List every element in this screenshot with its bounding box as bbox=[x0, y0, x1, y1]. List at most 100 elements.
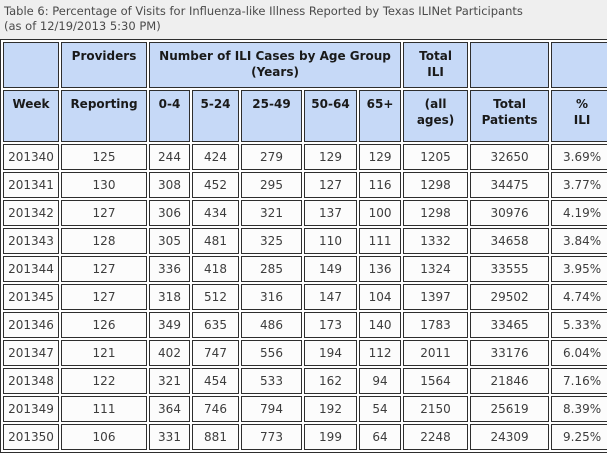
table-row: 201340 125 244 424 279 129 129 1205 32650 3.69% bbox=[3, 144, 607, 170]
table-row: 201346 126 349 635 486 173 140 1783 33465 5.33% bbox=[3, 312, 607, 338]
table-row: 201341 130 308 452 295 127 116 1298 34475 3.77% bbox=[3, 172, 607, 198]
table-cell: 321 bbox=[149, 368, 190, 394]
table-cell: 106 bbox=[61, 424, 147, 450]
table-cell: 126 bbox=[61, 312, 147, 338]
table-cell: 201343 bbox=[3, 228, 59, 254]
table-cell: 2150 bbox=[403, 396, 469, 422]
table-cell: 9.25% bbox=[551, 424, 607, 450]
table-cell: 2248 bbox=[403, 424, 469, 450]
table-cell: 33176 bbox=[470, 340, 550, 366]
table-cell: 533 bbox=[241, 368, 302, 394]
table-cell: 418 bbox=[192, 256, 239, 282]
table-cell: 125 bbox=[61, 144, 147, 170]
table-cell: 3.77% bbox=[551, 172, 607, 198]
table-cell: 3.69% bbox=[551, 144, 607, 170]
table-row: 201347 121 402 747 556 194 112 2011 33176 6.04% bbox=[3, 340, 607, 366]
header-total-patients: Total Patients bbox=[470, 90, 550, 142]
table-cell: 336 bbox=[149, 256, 190, 282]
table-row: 201344 127 336 418 285 149 136 1324 33555 3.95% bbox=[3, 256, 607, 282]
table-cell: 279 bbox=[241, 144, 302, 170]
header-age-65-plus: 65+ bbox=[359, 90, 402, 142]
table-cell: 1298 bbox=[403, 200, 469, 226]
table-row: 201345 127 318 512 316 147 104 1397 29502 4.74% bbox=[3, 284, 607, 310]
table-cell: 8.39% bbox=[551, 396, 607, 422]
table-cell: 111 bbox=[61, 396, 147, 422]
table-cell: 64 bbox=[359, 424, 402, 450]
table-cell: 308 bbox=[149, 172, 190, 198]
table-cell: 481 bbox=[192, 228, 239, 254]
table-cell: 4.74% bbox=[551, 284, 607, 310]
header-reporting: Reporting bbox=[61, 90, 147, 142]
table-cell: 116 bbox=[359, 172, 402, 198]
header-week-blank bbox=[3, 42, 59, 88]
header-pct-ili-blank bbox=[551, 42, 607, 88]
table-cell: 34658 bbox=[470, 228, 550, 254]
table-title: Table 6: Percentage of Visits for Influe… bbox=[4, 4, 523, 33]
table-cell: 173 bbox=[304, 312, 357, 338]
table-cell: 2011 bbox=[403, 340, 469, 366]
table-cell: 244 bbox=[149, 144, 190, 170]
table-cell: 1783 bbox=[403, 312, 469, 338]
header-row-1: Providers Number of ILI Cases by Age Gro… bbox=[3, 42, 607, 88]
table-cell: 3.95% bbox=[551, 256, 607, 282]
table-cell: 316 bbox=[241, 284, 302, 310]
table-cell: 162 bbox=[304, 368, 357, 394]
table-cell: 434 bbox=[192, 200, 239, 226]
header-age-5-24: 5-24 bbox=[192, 90, 239, 142]
table-cell: 199 bbox=[304, 424, 357, 450]
table-cell: 201345 bbox=[3, 284, 59, 310]
table-cell: 201349 bbox=[3, 396, 59, 422]
header-week: Week bbox=[3, 90, 59, 142]
table-cell: 424 bbox=[192, 144, 239, 170]
table-cell: 325 bbox=[241, 228, 302, 254]
table-cell: 201342 bbox=[3, 200, 59, 226]
ili-table: Providers Number of ILI Cases by Age Gro… bbox=[0, 39, 607, 453]
header-age-25-49: 25-49 bbox=[241, 90, 302, 142]
table-row: 201348 122 321 454 533 162 94 1564 21846 7.16% bbox=[3, 368, 607, 394]
table-cell: 111 bbox=[359, 228, 402, 254]
table-row: 201343 128 305 481 325 110 111 1332 34658 3.84% bbox=[3, 228, 607, 254]
header-pct-ili: % ILI bbox=[551, 90, 607, 142]
header-row-2: Week Reporting 0-4 5-24 25-49 50-64 65+ … bbox=[3, 90, 607, 142]
table-cell: 7.16% bbox=[551, 368, 607, 394]
table-cell: 4.19% bbox=[551, 200, 607, 226]
table-cell: 3.84% bbox=[551, 228, 607, 254]
table-cell: 881 bbox=[192, 424, 239, 450]
table-cell: 24309 bbox=[470, 424, 550, 450]
table-cell: 130 bbox=[61, 172, 147, 198]
table-cell: 306 bbox=[149, 200, 190, 226]
table-cell: 1205 bbox=[403, 144, 469, 170]
table-cell: 94 bbox=[359, 368, 402, 394]
table-cell: 201341 bbox=[3, 172, 59, 198]
table-cell: 127 bbox=[304, 172, 357, 198]
table-cell: 1332 bbox=[403, 228, 469, 254]
table-cell: 331 bbox=[149, 424, 190, 450]
table-cell: 512 bbox=[192, 284, 239, 310]
table-cell: 486 bbox=[241, 312, 302, 338]
table-cell: 305 bbox=[149, 228, 190, 254]
table-cell: 1324 bbox=[403, 256, 469, 282]
table-cell: 128 bbox=[61, 228, 147, 254]
table-body: 201340 125 244 424 279 129 129 1205 32650 3.69% 20… bbox=[3, 144, 607, 450]
table-cell: 321 bbox=[241, 200, 302, 226]
table-cell: 1397 bbox=[403, 284, 469, 310]
table-cell: 127 bbox=[61, 256, 147, 282]
table-cell: 54 bbox=[359, 396, 402, 422]
table-cell: 32650 bbox=[470, 144, 550, 170]
table-cell: 295 bbox=[241, 172, 302, 198]
table-cell: 201340 bbox=[3, 144, 59, 170]
table-cell: 6.04% bbox=[551, 340, 607, 366]
table-cell: 104 bbox=[359, 284, 402, 310]
table-cell: 402 bbox=[149, 340, 190, 366]
table-cell: 127 bbox=[61, 284, 147, 310]
header-all-ages: (all ages) bbox=[403, 90, 469, 142]
header-age-50-64: 50-64 bbox=[304, 90, 357, 142]
table-cell: 29502 bbox=[470, 284, 550, 310]
table-cell: 136 bbox=[359, 256, 402, 282]
table-cell: 201347 bbox=[3, 340, 59, 366]
table-cell: 33465 bbox=[470, 312, 550, 338]
table-row: 201350 106 331 881 773 199 64 2248 24309 9.25% bbox=[3, 424, 607, 450]
table-cell: 794 bbox=[241, 396, 302, 422]
table-row: 201349 111 364 746 794 192 54 2150 25619 8.39% bbox=[3, 396, 607, 422]
